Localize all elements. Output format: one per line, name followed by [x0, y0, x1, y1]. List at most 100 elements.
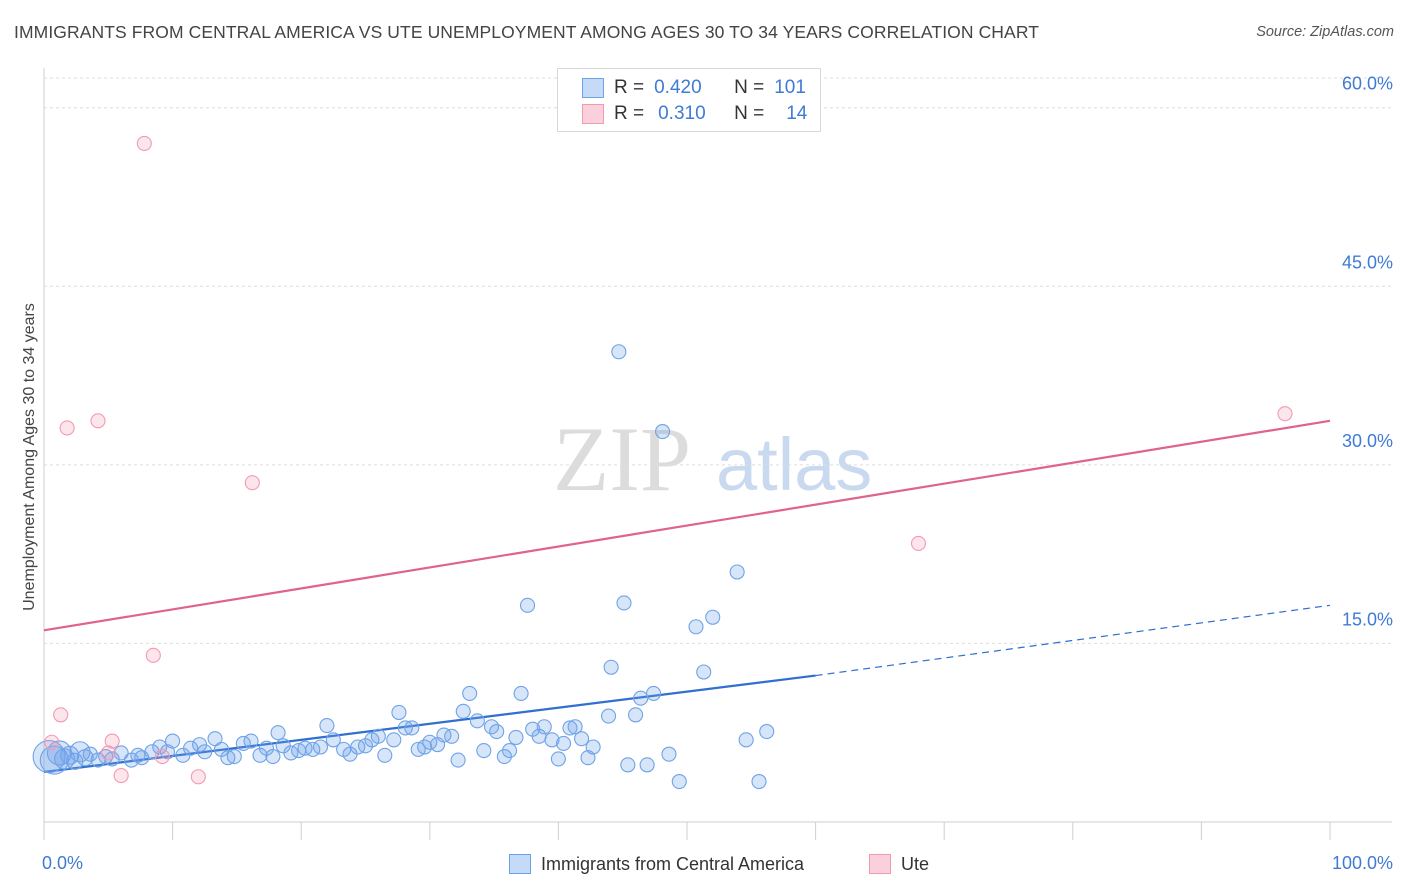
- point-central-america: [391, 704, 407, 721]
- point-central-america: [165, 733, 181, 749]
- source-label: Source: ZipAtlas.com: [1256, 24, 1394, 40]
- point-ute: [104, 733, 120, 749]
- n-label: N =: [734, 103, 765, 124]
- point-central-america: [350, 739, 366, 755]
- legend-item-ute[interactable]: Ute: [869, 851, 929, 877]
- y-tick-label: 45.0%: [1342, 252, 1393, 272]
- point-central-america: [265, 748, 281, 765]
- point-central-america: [297, 740, 313, 756]
- legend-swatch-pink: [869, 854, 891, 874]
- point-central-america: [573, 731, 590, 747]
- point-central-america: [603, 659, 619, 675]
- point-central-america: [513, 685, 529, 701]
- point-ute: [190, 769, 206, 785]
- point-central-america: [601, 708, 617, 724]
- point-central-america: [397, 720, 413, 736]
- legend-label: Immigrants from Central America: [541, 853, 805, 874]
- point-central-america: [655, 423, 671, 440]
- point-central-america: [646, 685, 662, 701]
- r-value: 0.310: [658, 103, 706, 124]
- point-central-america: [751, 773, 767, 790]
- point-central-america: [628, 707, 644, 723]
- point-ute: [44, 734, 60, 750]
- point-central-america: [476, 743, 492, 759]
- legend-item-central-america[interactable]: Immigrants from Central America: [509, 851, 804, 877]
- legend-swatch-blue: [509, 854, 531, 874]
- point-central-america: [319, 718, 335, 734]
- point-central-america: [469, 713, 485, 729]
- point-central-america: [611, 344, 627, 360]
- n-label: N =: [734, 77, 765, 98]
- point-central-america: [688, 619, 704, 635]
- point-central-america: [312, 739, 329, 755]
- point-central-america: [226, 748, 242, 765]
- n-value: 101: [774, 77, 806, 98]
- point-ute: [1277, 406, 1293, 422]
- watermark: ZIP atlas: [553, 408, 872, 510]
- point-central-america: [450, 752, 466, 768]
- trendline-extension-central-america: [815, 604, 1331, 677]
- stats-legend: R = 0.420 N = 101 R = 0.310 N = 14: [557, 68, 821, 132]
- point-central-america: [585, 739, 601, 755]
- point-central-america: [661, 746, 677, 762]
- point-ute: [53, 707, 69, 723]
- point-central-america: [113, 745, 129, 761]
- data-points: [32, 135, 1293, 790]
- point-ute: [244, 475, 260, 491]
- r-label: R =: [614, 103, 645, 124]
- point-central-america: [501, 743, 518, 759]
- point-central-america: [620, 757, 636, 773]
- axes: [43, 68, 1392, 840]
- watermark-zip: ZIP: [553, 408, 691, 510]
- point-ute: [154, 748, 170, 765]
- point-central-america: [544, 732, 560, 748]
- r-label: R =: [614, 77, 645, 98]
- point-central-america: [633, 690, 649, 706]
- point-ute: [145, 647, 161, 663]
- y-tick-label: 30.0%: [1342, 431, 1393, 451]
- point-central-america: [82, 746, 98, 762]
- point-ute: [90, 413, 106, 429]
- point-central-america: [729, 564, 745, 580]
- point-central-america: [705, 609, 721, 625]
- point-central-america: [562, 720, 578, 736]
- y-axis-label: Unemployment Among Ages 30 to 34 years: [21, 303, 38, 611]
- point-central-america: [639, 757, 655, 773]
- point-central-america: [386, 732, 402, 748]
- trendline-ute: [43, 419, 1331, 632]
- stats-row-central-america: R = 0.420 N = 101: [582, 76, 806, 100]
- point-central-america: [404, 720, 420, 736]
- point-central-america: [489, 723, 505, 740]
- point-ute: [59, 420, 75, 436]
- point-central-america: [519, 597, 536, 613]
- point-central-america: [325, 732, 341, 748]
- point-central-america: [508, 729, 524, 746]
- point-central-america: [567, 719, 583, 735]
- point-central-america: [377, 747, 393, 763]
- point-central-america: [616, 595, 632, 611]
- point-central-america: [555, 735, 572, 751]
- point-ute: [113, 768, 129, 784]
- stats-row-ute: R = 0.310 N = 14: [582, 102, 807, 126]
- point-central-america: [270, 725, 286, 741]
- x-tick-label: 0.0%: [42, 853, 83, 873]
- y-tick-label: 60.0%: [1342, 74, 1393, 94]
- legend-swatch-blue: [582, 78, 604, 98]
- point-central-america: [462, 685, 478, 701]
- y-tick-label: 15.0%: [1342, 609, 1393, 629]
- point-central-america: [436, 727, 452, 743]
- legend-swatch-pink: [582, 104, 604, 124]
- point-central-america: [536, 719, 552, 735]
- point-central-america: [152, 739, 168, 755]
- x-tick-label: 100.0%: [1332, 853, 1393, 873]
- point-ute: [100, 745, 116, 761]
- point-central-america: [671, 773, 687, 790]
- point-central-america: [696, 664, 712, 680]
- r-value: 0.420: [654, 77, 702, 98]
- chart-title: IMMIGRANTS FROM CENTRAL AMERICA VS UTE U…: [14, 22, 1040, 42]
- n-value: 14: [786, 103, 808, 124]
- legend-label: Ute: [901, 853, 930, 874]
- point-central-america: [370, 728, 386, 744]
- point-central-america: [550, 751, 566, 767]
